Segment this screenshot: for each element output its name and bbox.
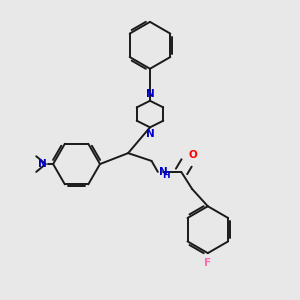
Text: N: N [38, 159, 47, 169]
Text: N: N [146, 129, 154, 139]
Text: N: N [146, 89, 154, 99]
Text: F: F [204, 258, 211, 268]
Text: O: O [188, 150, 197, 160]
Text: H: H [162, 171, 169, 180]
Text: N: N [159, 167, 167, 177]
